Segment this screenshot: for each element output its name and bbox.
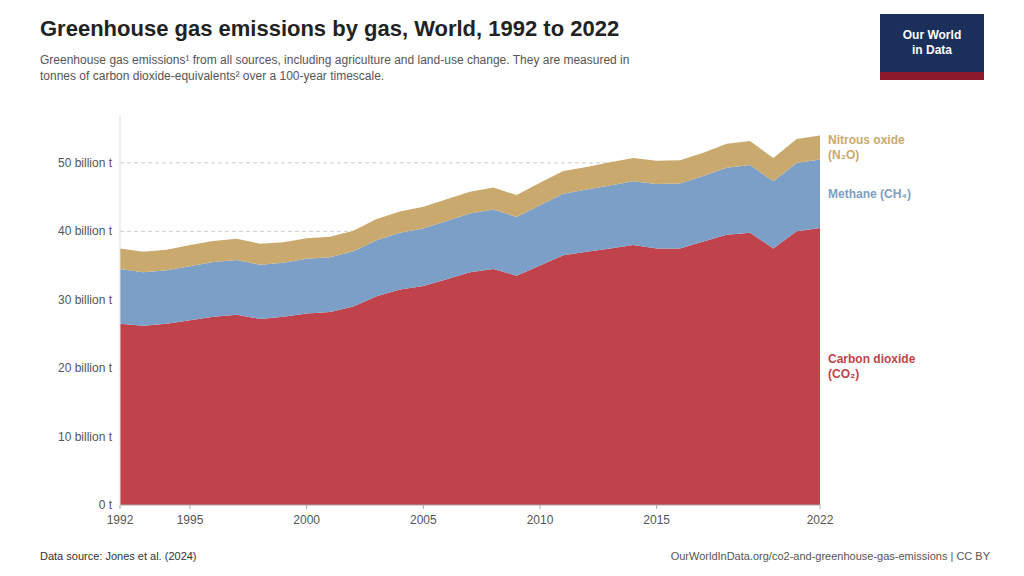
x-tick xyxy=(423,505,424,509)
x-tick xyxy=(120,505,121,509)
subtitle: Greenhouse gas emissions¹ from all sourc… xyxy=(40,53,629,83)
y-tick-label: 30 billion t xyxy=(58,293,113,307)
x-tick-label: 1992 xyxy=(107,513,134,527)
chart-root: Greenhouse gas emissions by gas, World, … xyxy=(0,0,1024,576)
x-tick-label: 1995 xyxy=(177,513,204,527)
x-tick xyxy=(540,505,541,509)
x-tick xyxy=(306,505,307,509)
area xyxy=(120,136,820,273)
url-note: OurWorldInData.org/co2-and-greenhouse-ga… xyxy=(671,550,991,562)
x-tick-label: 2010 xyxy=(527,513,554,527)
logo-text: Our Worldin Data xyxy=(903,28,961,57)
y-tick-label: 0 t xyxy=(99,498,113,512)
x-tick-label: 2022 xyxy=(807,513,834,527)
logo-box xyxy=(880,14,984,72)
y-tick-label: 10 billion t xyxy=(58,430,113,444)
y-tick-label: 20 billion t xyxy=(58,361,113,375)
series-label: Carbon dioxide(CO₂) xyxy=(828,352,916,381)
x-tick xyxy=(820,505,821,509)
x-tick xyxy=(656,505,657,509)
y-tick-label: 50 billion t xyxy=(58,156,113,170)
x-axis-line xyxy=(120,505,820,506)
x-tick xyxy=(190,505,191,509)
areas xyxy=(120,136,820,505)
y-axis-line xyxy=(120,115,121,505)
x-tick-label: 2005 xyxy=(410,513,437,527)
y-tick-label: 40 billion t xyxy=(58,224,113,238)
x-tick-label: 2015 xyxy=(643,513,670,527)
series-label: Nitrous oxide(N₂O) xyxy=(828,133,905,162)
source-note: Data source: Jones et al. (2024) xyxy=(40,550,197,562)
x-tick-label: 2000 xyxy=(293,513,320,527)
title: Greenhouse gas emissions by gas, World, … xyxy=(40,16,619,41)
series-label: Methane (CH₄) xyxy=(828,187,911,201)
logo: Our Worldin Data xyxy=(880,14,984,80)
logo-stripe xyxy=(880,72,984,80)
